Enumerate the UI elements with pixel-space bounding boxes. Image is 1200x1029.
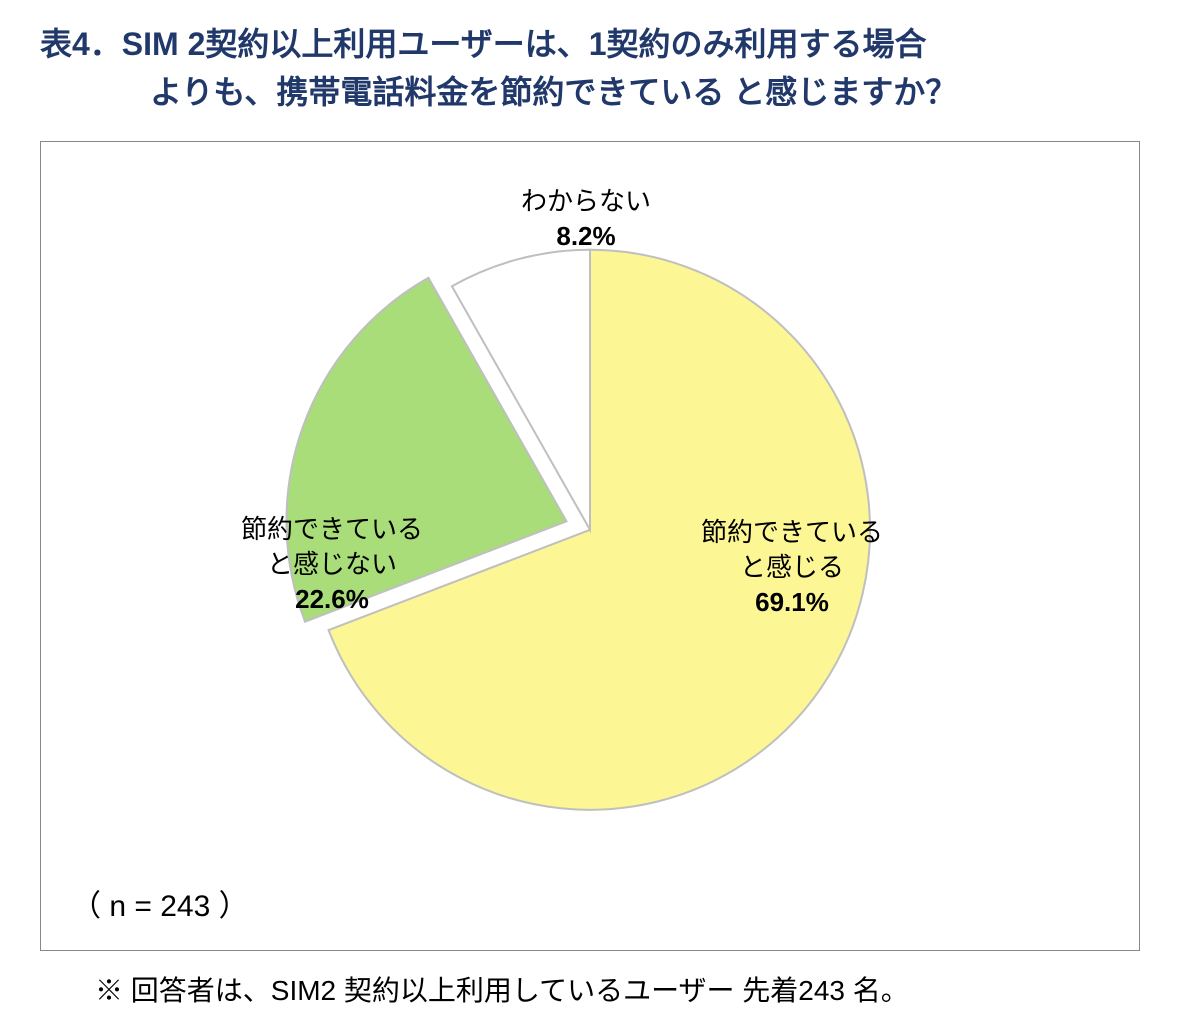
sample-size: （ n = 243 ）: [71, 881, 249, 925]
slice-percent: 8.2%: [521, 219, 651, 254]
slice-percent: 69.1%: [701, 585, 883, 620]
slice-label-text: わからない: [521, 184, 651, 219]
slice-percent: 22.6%: [241, 582, 423, 617]
slice-label-text: と感じない: [241, 547, 423, 582]
slice-label-feel-saving: 節約できている と感じる 69.1%: [701, 515, 883, 620]
chart-title: 表4．SIM 2契約以上利用ユーザーは、1契約のみ利用する場合 よりも、携帯電話…: [40, 20, 1160, 116]
title-line2: よりも、携帯電話料金を節約できている と感じますか？: [40, 68, 957, 116]
footnote: ※ 回答者は、SIM2 契約以上利用しているユーザー 先着243 名。: [40, 969, 1160, 1009]
slice-label-text: 節約できている: [701, 515, 883, 550]
title-line1: 表4．SIM 2契約以上利用ユーザーは、1契約のみ利用する場合: [40, 26, 927, 62]
slice-label-dont-feel-saving: 節約できている と感じない 22.6%: [241, 512, 423, 617]
slice-label-text: 節約できている: [241, 512, 423, 547]
chart-container: 節約できている と感じる 69.1% 節約できている と感じない 22.6% わ…: [40, 141, 1140, 951]
slice-label-text: と感じる: [701, 550, 883, 585]
slice-label-dont-know: わからない 8.2%: [521, 184, 651, 254]
